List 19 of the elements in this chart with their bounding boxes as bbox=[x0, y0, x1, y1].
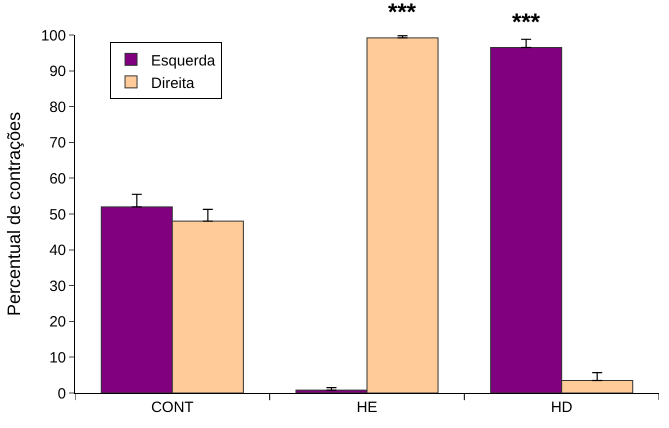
legend-label: Direita bbox=[151, 74, 196, 92]
y-tick-label: 90 bbox=[49, 63, 66, 80]
y-tick-label: 60 bbox=[49, 170, 66, 188]
y-tick-label: 30 bbox=[49, 278, 66, 295]
annotation: *** bbox=[512, 9, 541, 36]
x-tick-label: HE bbox=[356, 399, 378, 416]
y-axis-title: Percentual de contrações bbox=[4, 112, 24, 316]
legend-label: Esquerda bbox=[151, 52, 216, 70]
y-tick-label: 70 bbox=[49, 134, 66, 152]
x-tick-label: CONT bbox=[151, 399, 194, 416]
y-tick-label: 100 bbox=[40, 27, 66, 44]
y-tick-label: 10 bbox=[49, 349, 66, 366]
y-tick-label: 20 bbox=[49, 314, 66, 331]
y-tick-label: 80 bbox=[49, 98, 66, 116]
y-tick-label: 40 bbox=[49, 242, 66, 260]
y-tick-label: 0 bbox=[58, 385, 66, 402]
annotation: *** bbox=[388, 0, 417, 26]
y-tick-label: 50 bbox=[49, 206, 66, 224]
x-tick-label: HD bbox=[550, 399, 573, 416]
